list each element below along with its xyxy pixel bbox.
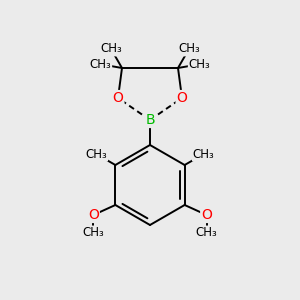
Text: B: B — [145, 113, 155, 127]
Text: CH₃: CH₃ — [85, 148, 107, 160]
Text: CH₃: CH₃ — [189, 58, 211, 71]
Text: O: O — [88, 208, 99, 222]
Text: CH₃: CH₃ — [82, 226, 104, 239]
Text: CH₃: CH₃ — [196, 226, 218, 239]
Text: CH₃: CH₃ — [193, 148, 214, 160]
Text: CH₃: CH₃ — [100, 42, 122, 56]
Text: O: O — [201, 208, 212, 222]
Text: O: O — [177, 91, 188, 105]
Text: CH₃: CH₃ — [89, 58, 111, 71]
Text: O: O — [112, 91, 123, 105]
Text: CH₃: CH₃ — [178, 42, 200, 56]
